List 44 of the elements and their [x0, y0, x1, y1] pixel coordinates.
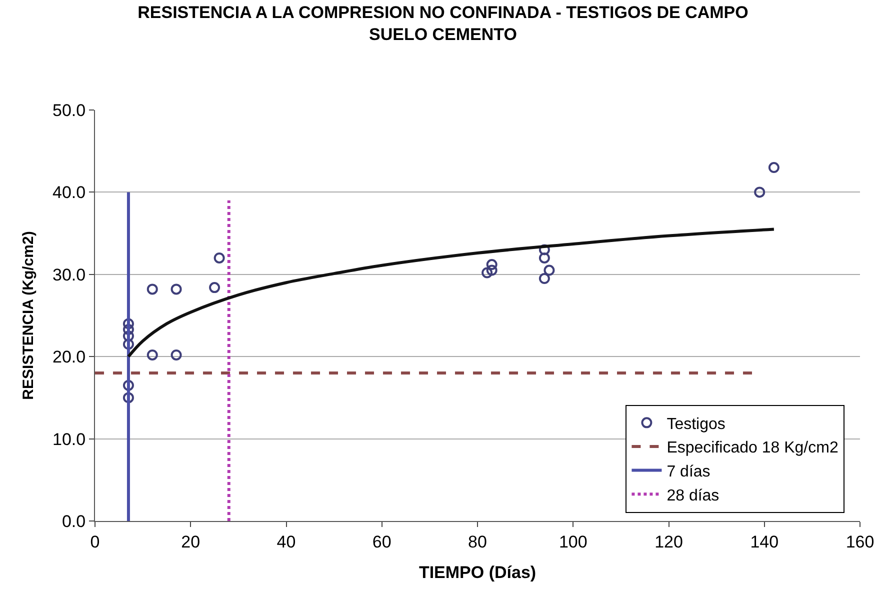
line-series — [126, 228, 776, 358]
legend-label: Especificado 18 Kg/cm2 — [666, 440, 838, 457]
point — [122, 324, 134, 335]
x-tick-label: 80 — [468, 532, 487, 552]
legend-label: 28 días — [666, 487, 720, 504]
point — [538, 252, 550, 264]
point — [146, 349, 158, 360]
x-tick-label: 160 — [846, 532, 874, 552]
point — [122, 330, 134, 342]
point — [170, 284, 182, 295]
y-axis-title: RESISTENCIA (Kg/cm2) — [20, 231, 37, 400]
point — [146, 284, 158, 295]
y-tick-label: 20.0 — [52, 348, 86, 367]
point — [214, 252, 225, 264]
y-tick-label: 10.0 — [52, 430, 86, 449]
legend-label: Testigos — [666, 416, 726, 433]
point — [486, 259, 498, 270]
x-axis-title: TIEMPO (Días) — [418, 562, 536, 582]
point — [538, 273, 550, 284]
x-tick-label: 20 — [181, 532, 200, 552]
point — [209, 282, 220, 294]
point — [122, 318, 134, 330]
point — [754, 186, 766, 198]
chart-title: RESISTENCIA A LA COMPRESION NO CONFINADA - TESTIGOS DE CAMPO SUELO CEMENTO — [138, 2, 748, 44]
point — [122, 380, 134, 391]
x-tick-label: 40 — [276, 532, 296, 552]
y-tick-label: 30.0 — [52, 265, 86, 284]
legend-label: 7 días — [666, 464, 710, 481]
point — [768, 162, 780, 174]
point — [122, 392, 134, 404]
point — [122, 338, 134, 350]
x-tick-label: 120 — [654, 532, 683, 552]
y-tick-label: 0.0 — [62, 512, 86, 531]
x-tick-label: 140 — [750, 532, 779, 552]
point — [538, 244, 550, 256]
x-tick-label: 0 — [90, 532, 100, 552]
y-tick-label: 40.0 — [52, 183, 86, 202]
x-tick-label: 100 — [558, 532, 588, 552]
y-tick-label: 50.0 — [52, 100, 86, 120]
point — [170, 349, 182, 360]
point — [486, 264, 498, 276]
point — [544, 264, 555, 276]
point — [482, 267, 493, 278]
x-tick-label: 60 — [372, 532, 392, 552]
